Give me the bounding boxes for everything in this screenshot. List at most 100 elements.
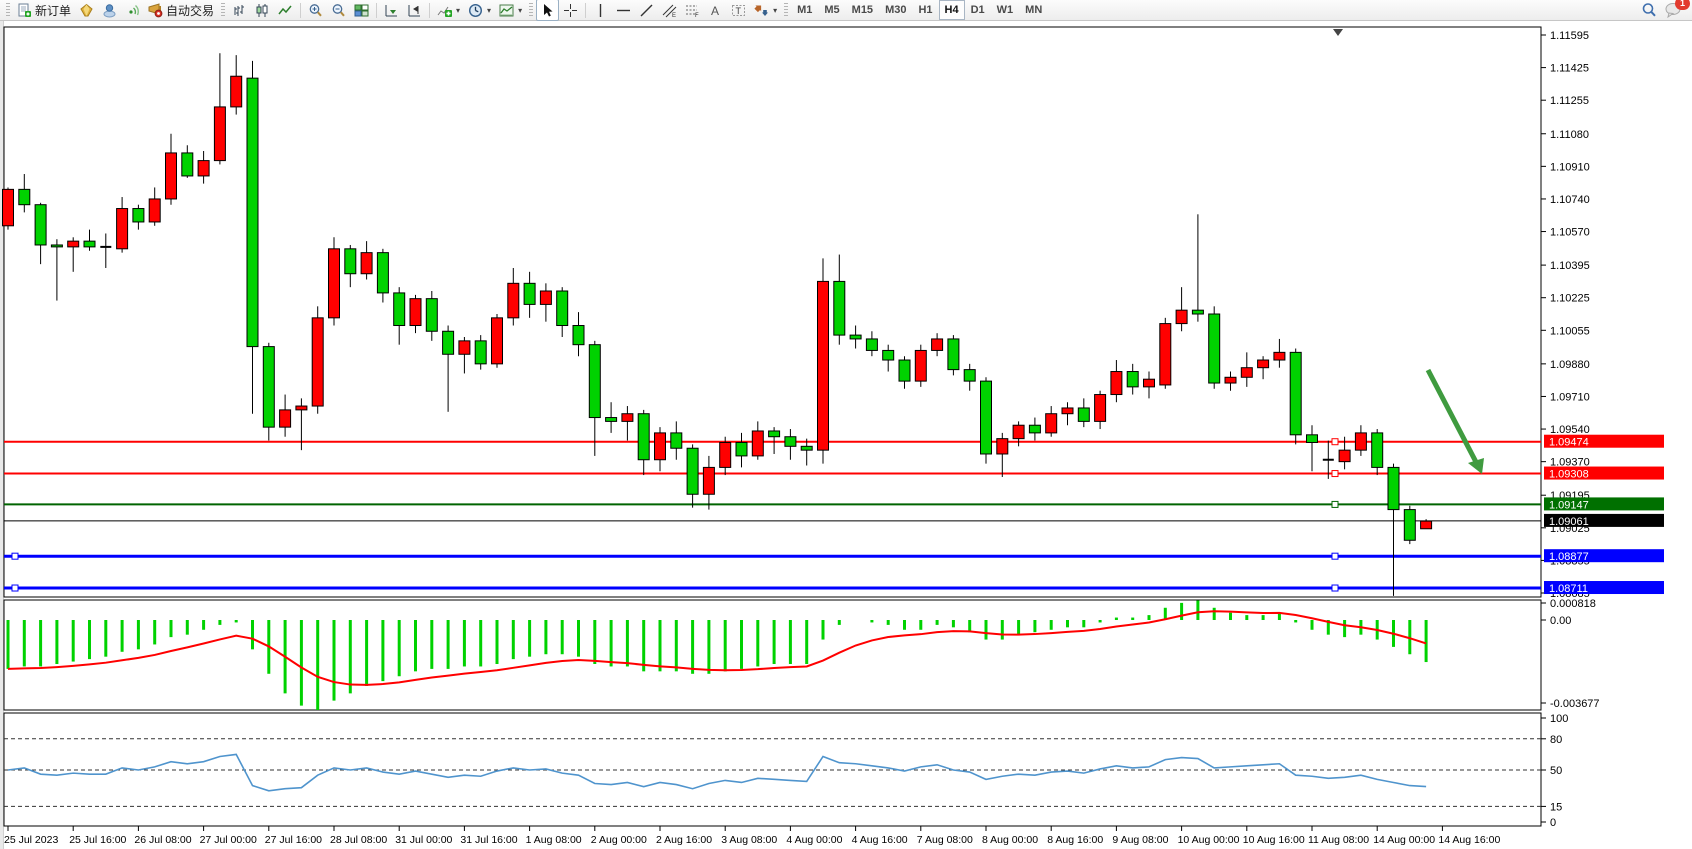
toolbar-grip[interactable] xyxy=(221,3,226,17)
signals-button[interactable] xyxy=(121,0,144,21)
time-axis-label[interactable]: 2 Aug 16:00 xyxy=(656,834,712,846)
rsi-axis-label[interactable]: 0 xyxy=(1550,817,1556,829)
time-axis-label[interactable]: 8 Aug 00:00 xyxy=(982,834,1038,846)
price-axis-tick-label[interactable]: 1.10225 xyxy=(1550,293,1590,305)
trend-arrow-annotation[interactable] xyxy=(1425,368,1479,464)
rsi-axis-label[interactable]: 50 xyxy=(1550,765,1562,777)
time-axis-label[interactable]: 27 Jul 16:00 xyxy=(265,834,322,846)
price-axis-tick-label[interactable]: 1.10395 xyxy=(1550,260,1590,272)
rsi-axis-label[interactable]: 80 xyxy=(1550,734,1562,746)
templates-button[interactable]: ▾ xyxy=(495,0,526,21)
chart-shift-button[interactable] xyxy=(403,0,426,21)
rsi-axis-label[interactable]: 100 xyxy=(1550,713,1568,725)
price-axis-tick-label[interactable]: 1.09710 xyxy=(1550,391,1590,403)
macd-axis-label[interactable]: 0.00 xyxy=(1550,615,1571,627)
rsi-axis-label[interactable]: 15 xyxy=(1550,801,1562,813)
equidistant-channel-button[interactable]: E xyxy=(658,0,681,21)
price-axis-tick-label[interactable]: 1.11255 xyxy=(1550,95,1589,107)
timeframe-d1-button[interactable]: D1 xyxy=(970,4,985,16)
rsi-panel[interactable] xyxy=(3,712,1542,827)
level-drag-handle[interactable] xyxy=(1331,584,1339,592)
chart-shift-marker-icon[interactable] xyxy=(1333,29,1343,36)
time-axis-label[interactable]: 25 Jul 2023 xyxy=(4,834,58,846)
time-axis-label[interactable]: 7 Aug 08:00 xyxy=(917,834,973,846)
time-axis-label[interactable]: 14 Aug 00:00 xyxy=(1373,834,1435,846)
timeframe-m30-button[interactable]: M30 xyxy=(885,4,907,16)
time-axis-label[interactable]: 4 Aug 16:00 xyxy=(852,834,908,846)
fibonacci-button[interactable]: F xyxy=(681,0,704,21)
level-drag-handle[interactable] xyxy=(1331,552,1339,560)
chart-canvas[interactable]: EURUSD-,H4 1.09024 1.09071 1.09022 1.090… xyxy=(0,21,1692,849)
time-axis-label[interactable]: 14 Aug 16:00 xyxy=(1438,834,1500,846)
indicators-button[interactable]: ▾ xyxy=(433,0,464,21)
price-axis-tick-label[interactable]: 1.10740 xyxy=(1550,194,1590,206)
vertical-line-button[interactable] xyxy=(589,0,612,21)
mql5-button[interactable] xyxy=(75,0,98,21)
price-axis-tick-label[interactable]: 1.09540 xyxy=(1550,424,1590,436)
toolbar-grip[interactable] xyxy=(529,3,534,17)
time-axis-label[interactable]: 27 Jul 00:00 xyxy=(200,834,257,846)
timeframe-m1-button[interactable]: M1 xyxy=(797,4,813,16)
candle xyxy=(572,325,585,346)
time-axis-label[interactable]: 31 Jul 16:00 xyxy=(460,834,517,846)
trendline-button[interactable] xyxy=(635,0,658,21)
community-button[interactable] xyxy=(98,0,121,21)
bar-chart-button[interactable] xyxy=(228,0,251,21)
arrows-button[interactable]: ▾ xyxy=(750,0,781,21)
candlestick-button[interactable] xyxy=(251,0,274,21)
price-axis-tick-label[interactable]: 1.10910 xyxy=(1550,161,1590,173)
auto-scroll-button[interactable] xyxy=(380,0,403,21)
time-axis-label[interactable]: 9 Aug 08:00 xyxy=(1112,834,1168,846)
time-axis-label[interactable]: 10 Aug 16:00 xyxy=(1243,834,1305,846)
macd-axis-label[interactable]: 0.000818 xyxy=(1550,598,1596,610)
level-drag-handle[interactable] xyxy=(1331,438,1339,446)
price-axis-tick-label[interactable]: 1.09880 xyxy=(1550,359,1590,371)
time-axis-label[interactable]: 26 Jul 08:00 xyxy=(134,834,191,846)
time-axis-label[interactable]: 28 Jul 08:00 xyxy=(330,834,387,846)
timeframe-h1-button[interactable]: H1 xyxy=(918,4,933,16)
level-drag-handle[interactable] xyxy=(1331,500,1339,508)
time-axis-label[interactable]: 31 Jul 00:00 xyxy=(395,834,452,846)
tile-windows-button[interactable] xyxy=(350,0,373,21)
main-chart-panel[interactable] xyxy=(3,26,1542,598)
price-axis-tick-label[interactable]: 1.11425 xyxy=(1550,63,1589,75)
macd-panel[interactable] xyxy=(3,599,1542,711)
timeframe-h4-button[interactable]: H4 xyxy=(938,0,965,20)
cursor-button[interactable] xyxy=(536,0,560,21)
time-axis-label[interactable]: 8 Aug 16:00 xyxy=(1047,834,1103,846)
line-chart-button[interactable] xyxy=(274,0,297,21)
level-drag-handle[interactable] xyxy=(11,584,19,592)
zoom-in-button[interactable] xyxy=(304,0,327,21)
horizontal-line-button[interactable] xyxy=(612,0,635,21)
toolbar-grip[interactable] xyxy=(6,3,10,17)
timeframe-mn-button[interactable]: MN xyxy=(1025,4,1043,16)
auto-trading-button[interactable]: 自动交易 xyxy=(144,0,218,21)
crosshair-button[interactable] xyxy=(559,0,582,21)
price-axis-tick-label[interactable]: 1.10055 xyxy=(1550,325,1590,337)
timeframe-w1-button[interactable]: W1 xyxy=(996,4,1014,16)
time-axis-label[interactable]: 3 Aug 08:00 xyxy=(721,834,777,846)
time-axis-label[interactable]: 2 Aug 00:00 xyxy=(591,834,647,846)
zoom-out-button[interactable] xyxy=(327,0,350,21)
price-axis-tick-label[interactable]: 1.11595 xyxy=(1550,30,1589,42)
text-label-button[interactable]: T xyxy=(727,0,750,21)
new-order-button[interactable]: 新订单 xyxy=(13,0,75,21)
toolbar-grip[interactable] xyxy=(784,3,789,17)
macd-axis-label[interactable]: -0.003677 xyxy=(1550,698,1600,710)
time-axis-label[interactable]: 25 Jul 16:00 xyxy=(69,834,126,846)
time-axis-label[interactable]: 11 Aug 08:00 xyxy=(1308,834,1369,846)
price-axis-tick-label[interactable]: 1.09370 xyxy=(1550,457,1590,469)
time-axis-label[interactable]: 10 Aug 00:00 xyxy=(1178,834,1240,846)
time-axis-label[interactable]: 4 Aug 00:00 xyxy=(786,834,842,846)
text-button[interactable]: A xyxy=(704,0,727,21)
periods-button[interactable]: ▾ xyxy=(464,0,495,21)
timeframe-m15-button[interactable]: M15 xyxy=(851,4,874,16)
level-drag-handle[interactable] xyxy=(1331,470,1339,478)
price-axis-tick-label[interactable]: 1.10570 xyxy=(1550,227,1590,239)
level-drag-handle[interactable] xyxy=(11,552,19,560)
chat-icon[interactable]: 1 xyxy=(1665,0,1690,19)
time-axis-label[interactable]: 1 Aug 08:00 xyxy=(526,834,582,846)
search-icon[interactable] xyxy=(1641,2,1657,18)
timeframe-m5-button[interactable]: M5 xyxy=(824,4,840,16)
price-axis-tick-label[interactable]: 1.11080 xyxy=(1550,129,1589,141)
